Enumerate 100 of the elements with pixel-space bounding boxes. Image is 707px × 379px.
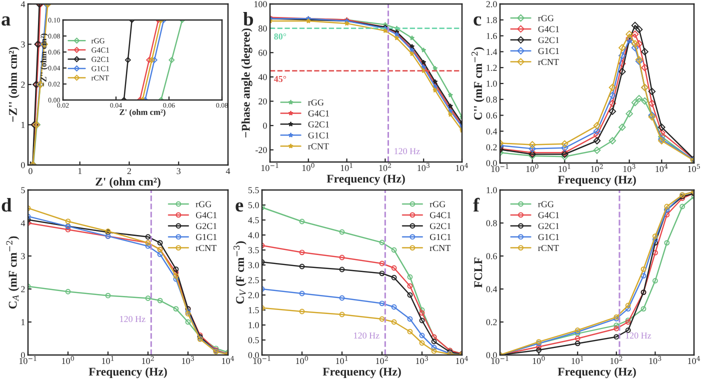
y-tick-label: 2	[21, 82, 25, 88]
y-tick-label: 0.0	[248, 352, 259, 358]
y-tick-label: 3.5	[248, 247, 259, 254]
y-tick-label: 1.6	[486, 32, 497, 40]
legend-label: G1C1	[538, 234, 559, 240]
x-tick-label: 10$^{2}$	[376, 356, 388, 364]
text: b	[243, 12, 254, 26]
x-axis-title: Z' (ohm cm²)	[96, 177, 160, 188]
y-tick-label: 0.4	[486, 286, 498, 292]
legend-label: G2C1	[308, 121, 329, 128]
y-tick-label: 1.4	[486, 48, 498, 55]
y-tick-label: 0.2	[486, 319, 497, 326]
x-axis-title: Z' (ohm cm²)	[120, 109, 166, 117]
x-tick-label: 4	[226, 168, 230, 174]
x-tick-label: 10$^{4}$	[456, 356, 468, 364]
y-tick-label: 0.6	[486, 253, 497, 260]
x-tick-label: 10$^{2}$	[142, 356, 154, 364]
legend-label: G4C1	[538, 26, 559, 32]
y-tick-label: 0.4	[486, 128, 498, 134]
x-tick-label: 10$^{0}$	[296, 356, 308, 364]
y-tick-label: 0.2	[486, 144, 497, 150]
y-tick-label: 1.0	[248, 322, 259, 328]
y-tick-label: 3	[21, 41, 25, 48]
legend-label: rCNT	[538, 58, 559, 66]
legend-label: G1C1	[430, 234, 451, 240]
y-tick-label: 0.6	[486, 112, 497, 119]
y-tick-label: 4	[20, 1, 26, 8]
y-tick-label: 80	[258, 25, 267, 32]
y-tick-label: 2.0	[486, 1, 497, 8]
y-tick-label: 1	[22, 122, 25, 128]
x-tick-label: 10$^{0}$	[62, 356, 74, 364]
x-tick-label: 10$^{1}$	[558, 164, 570, 172]
y-axis-title: −Z'' (ohm cm²)	[8, 47, 20, 122]
legend-label: rCNT	[196, 244, 217, 252]
ref-line-label: 120 Hz	[394, 148, 420, 154]
x-tick-label: 2	[127, 168, 131, 174]
y-tick-label: 0.8	[486, 96, 497, 103]
x-axis-title: Frequency (Hz)	[558, 175, 636, 186]
x-axis-title: Frequency (Hz)	[88, 367, 167, 378]
legend-label: rCNT	[430, 244, 451, 252]
x-tick-label: 10$^{1}$	[572, 356, 584, 364]
ref-line-label: 80°	[274, 33, 286, 40]
y-tick-label: -20	[256, 146, 267, 154]
x-tick-label: 10$^{0}$	[302, 163, 314, 172]
y-tick-label: 4.0	[248, 232, 259, 238]
ref-line-label: 120 Hz	[120, 316, 146, 322]
legend-label: rGG	[430, 201, 446, 208]
legend-label: G1C1	[538, 48, 559, 54]
legend-label: rGG	[538, 201, 554, 208]
x-tick-label: 10$^{2}$	[610, 356, 622, 364]
legend-label: G1C1	[196, 234, 217, 240]
y-tick-label: 2.0	[248, 292, 259, 298]
y-tick-label: 3.0	[248, 262, 259, 268]
x-tick-label: 10$^{4}$	[688, 356, 700, 364]
y-tick-label: 4	[20, 220, 26, 226]
x-tick-label: 10$^{4}$	[222, 356, 234, 364]
y-tick-label: 2	[21, 286, 25, 292]
y-axis-title: C$_{V}$ (F cm$^{−3}$)	[233, 241, 246, 304]
x-tick-label: 10$^{−1}$	[261, 163, 278, 172]
y-tick-label: 1.0	[486, 187, 497, 194]
legend-label: rCNT	[308, 143, 329, 150]
legend-label: G4C1	[430, 212, 451, 218]
y-tick-label: 20	[258, 98, 267, 104]
y-tick-label: 1	[22, 319, 25, 326]
y-axis-title: FCLF	[474, 258, 482, 288]
text: a	[2, 16, 10, 26]
y-tick-label: 0.5	[248, 337, 259, 344]
legend-label: G4C1	[308, 110, 329, 116]
x-tick-label: 10$^{2}$	[379, 163, 391, 172]
text: e	[236, 202, 244, 212]
y-tick-label: 0.8	[486, 220, 497, 226]
y-tick-label: 1.5	[248, 307, 259, 314]
legend-label: rGG	[308, 99, 324, 106]
legend-label: G4C1	[196, 212, 217, 218]
y-tick-label: 0.0	[486, 352, 497, 358]
legend-label: rGG	[538, 15, 554, 22]
y-tick-label: 100	[254, 1, 267, 8]
y-tick-label: 1.2	[486, 64, 497, 71]
x-tick-label: 10$^{4}$	[656, 164, 668, 172]
x-tick-label: 10$^{1}$	[336, 356, 348, 364]
x-tick-label: 10$^{1}$	[102, 356, 114, 364]
y-tick-label: 1.0	[486, 80, 497, 87]
text: d	[2, 198, 12, 212]
y-axis-title: −Phase angle (degree)	[241, 28, 252, 138]
legend-label: G2C1	[538, 37, 559, 44]
y-tick-label: 5.0	[248, 202, 259, 208]
x-tick-label: 10$^{0}$	[526, 164, 538, 172]
legend-label: G2C1	[430, 223, 451, 230]
y-tick-label: 5.5	[248, 187, 259, 194]
ref-line-label: 45°	[274, 76, 286, 82]
x-tick-label: 10$^{5}$	[688, 164, 700, 172]
x-tick-label: 10$^{3}$	[623, 164, 636, 172]
x-tick-label: 10$^{3}$	[182, 356, 194, 364]
x-tick-label: 10$^{0}$	[532, 356, 545, 364]
y-tick-label: 3	[21, 253, 25, 260]
legend-label: rGG	[196, 201, 212, 208]
y-tick-label: 60	[258, 50, 267, 56]
x-tick-label: 1	[78, 168, 82, 174]
x-axis-title: Frequency (Hz)	[322, 367, 401, 378]
x-tick-label: 10$^{3}$	[416, 356, 428, 364]
